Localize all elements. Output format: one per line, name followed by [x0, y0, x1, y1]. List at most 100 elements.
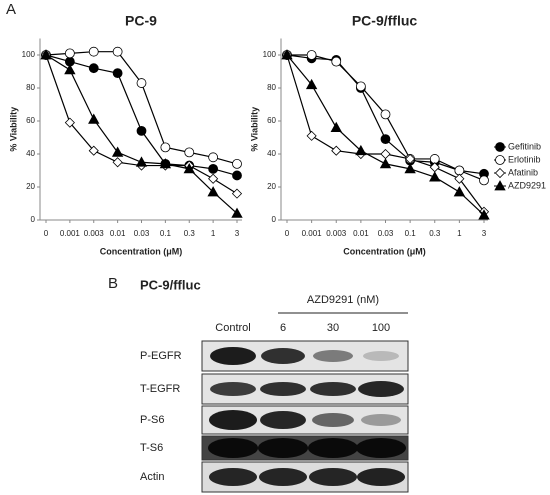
x-tick-label: 0.1 [405, 229, 417, 238]
marker [208, 173, 219, 184]
x-tick-label: 0.3 [429, 229, 441, 238]
x-tick-label: 1 [457, 229, 462, 238]
y-tick-label: 40 [26, 149, 35, 158]
y-tick-label: 100 [263, 50, 277, 59]
marker [479, 175, 489, 186]
marker [453, 186, 466, 197]
x-tick-label: 3 [235, 229, 240, 238]
x-tick-label: 0.1 [160, 229, 172, 238]
marker [306, 130, 317, 141]
x-tick-label: 0.3 [184, 229, 196, 238]
marker [208, 152, 219, 163]
blot-title: PC-9/ffluc [140, 277, 201, 292]
marker [331, 56, 342, 67]
y-tick-label: 60 [26, 116, 35, 125]
x-tick-label: 0.001 [302, 229, 323, 238]
x-axis-title: Concentration (μM) [100, 246, 183, 256]
marker [88, 63, 99, 74]
lane-label: 30 [327, 322, 339, 334]
y-tick-label: 80 [267, 83, 276, 92]
band [312, 413, 354, 427]
x-tick-label: 0.01 [110, 229, 126, 238]
x-tick-label: 0 [44, 229, 49, 238]
x-tick-label: 0.003 [84, 229, 105, 238]
marker [232, 158, 242, 169]
band [313, 350, 353, 362]
row-label: P-S6 [140, 414, 164, 426]
series-line [45, 54, 238, 195]
x-tick-label: 0.03 [378, 229, 394, 238]
marker [306, 50, 317, 60]
legend-label: Erlotinib [508, 154, 541, 164]
marker [454, 173, 465, 184]
y-tick-label: 0 [31, 215, 36, 224]
x-tick-label: 0.03 [134, 229, 150, 238]
marker [355, 81, 366, 92]
row-label: Actin [140, 471, 164, 483]
band [209, 410, 257, 430]
band [209, 468, 257, 486]
band [208, 438, 258, 458]
marker [379, 158, 392, 169]
treatment-label: AZD9291 (nM) [307, 294, 379, 306]
x-axis-title: Concentration (μM) [343, 246, 426, 256]
x-tick-label: 1 [211, 229, 216, 238]
band [357, 468, 405, 486]
y-tick-label: 20 [267, 182, 276, 191]
series-line [286, 54, 485, 213]
row-label: T-S6 [140, 442, 163, 454]
marker [207, 186, 219, 197]
marker [136, 125, 147, 136]
band [260, 411, 306, 429]
marker [331, 145, 342, 156]
band [361, 414, 401, 426]
band [310, 382, 356, 396]
band [260, 382, 306, 396]
marker [88, 46, 99, 57]
panel-label: A [6, 1, 16, 18]
marker [112, 68, 123, 79]
marker [495, 142, 505, 152]
marker [64, 117, 75, 128]
x-tick-label: 3 [482, 229, 487, 238]
legend-label: Afatinib [508, 167, 538, 177]
x-tick-label: 0 [285, 229, 290, 238]
marker [231, 207, 243, 218]
marker [330, 121, 342, 132]
y-axis-title: % Viability [8, 107, 18, 152]
marker [40, 49, 52, 60]
marker [88, 113, 100, 124]
y-tick-label: 100 [22, 50, 36, 59]
lane-label: 100 [372, 322, 390, 334]
band [308, 438, 358, 458]
marker [380, 148, 391, 160]
marker [355, 144, 367, 156]
marker [478, 209, 490, 220]
x-tick-label: 0.001 [60, 229, 81, 238]
chart-title: PC-9 [125, 13, 157, 29]
legend-label: AZD9291 [508, 180, 546, 190]
y-tick-label: 0 [272, 215, 277, 224]
y-tick-label: 60 [267, 116, 276, 125]
band [358, 381, 404, 397]
x-tick-label: 0.01 [353, 229, 369, 238]
marker [112, 46, 123, 57]
blot: P-EGFR T-EGFR P-S6 T-S6 Actin [140, 340, 409, 493]
marker [88, 145, 99, 156]
marker [494, 180, 506, 191]
marker [160, 142, 171, 153]
marker [281, 49, 293, 60]
series-line [45, 51, 238, 165]
marker [208, 163, 219, 174]
marker [184, 147, 195, 158]
band [258, 438, 308, 458]
marker [159, 158, 172, 169]
marker [64, 48, 75, 59]
y-tick-label: 80 [26, 83, 35, 92]
marker [429, 154, 440, 164]
y-tick-label: 20 [26, 182, 35, 191]
marker [232, 170, 242, 181]
x-tick-label: 0.003 [326, 229, 347, 238]
y-axis-title: % Viability [249, 107, 259, 152]
row-label: P-EGFR [140, 350, 182, 362]
